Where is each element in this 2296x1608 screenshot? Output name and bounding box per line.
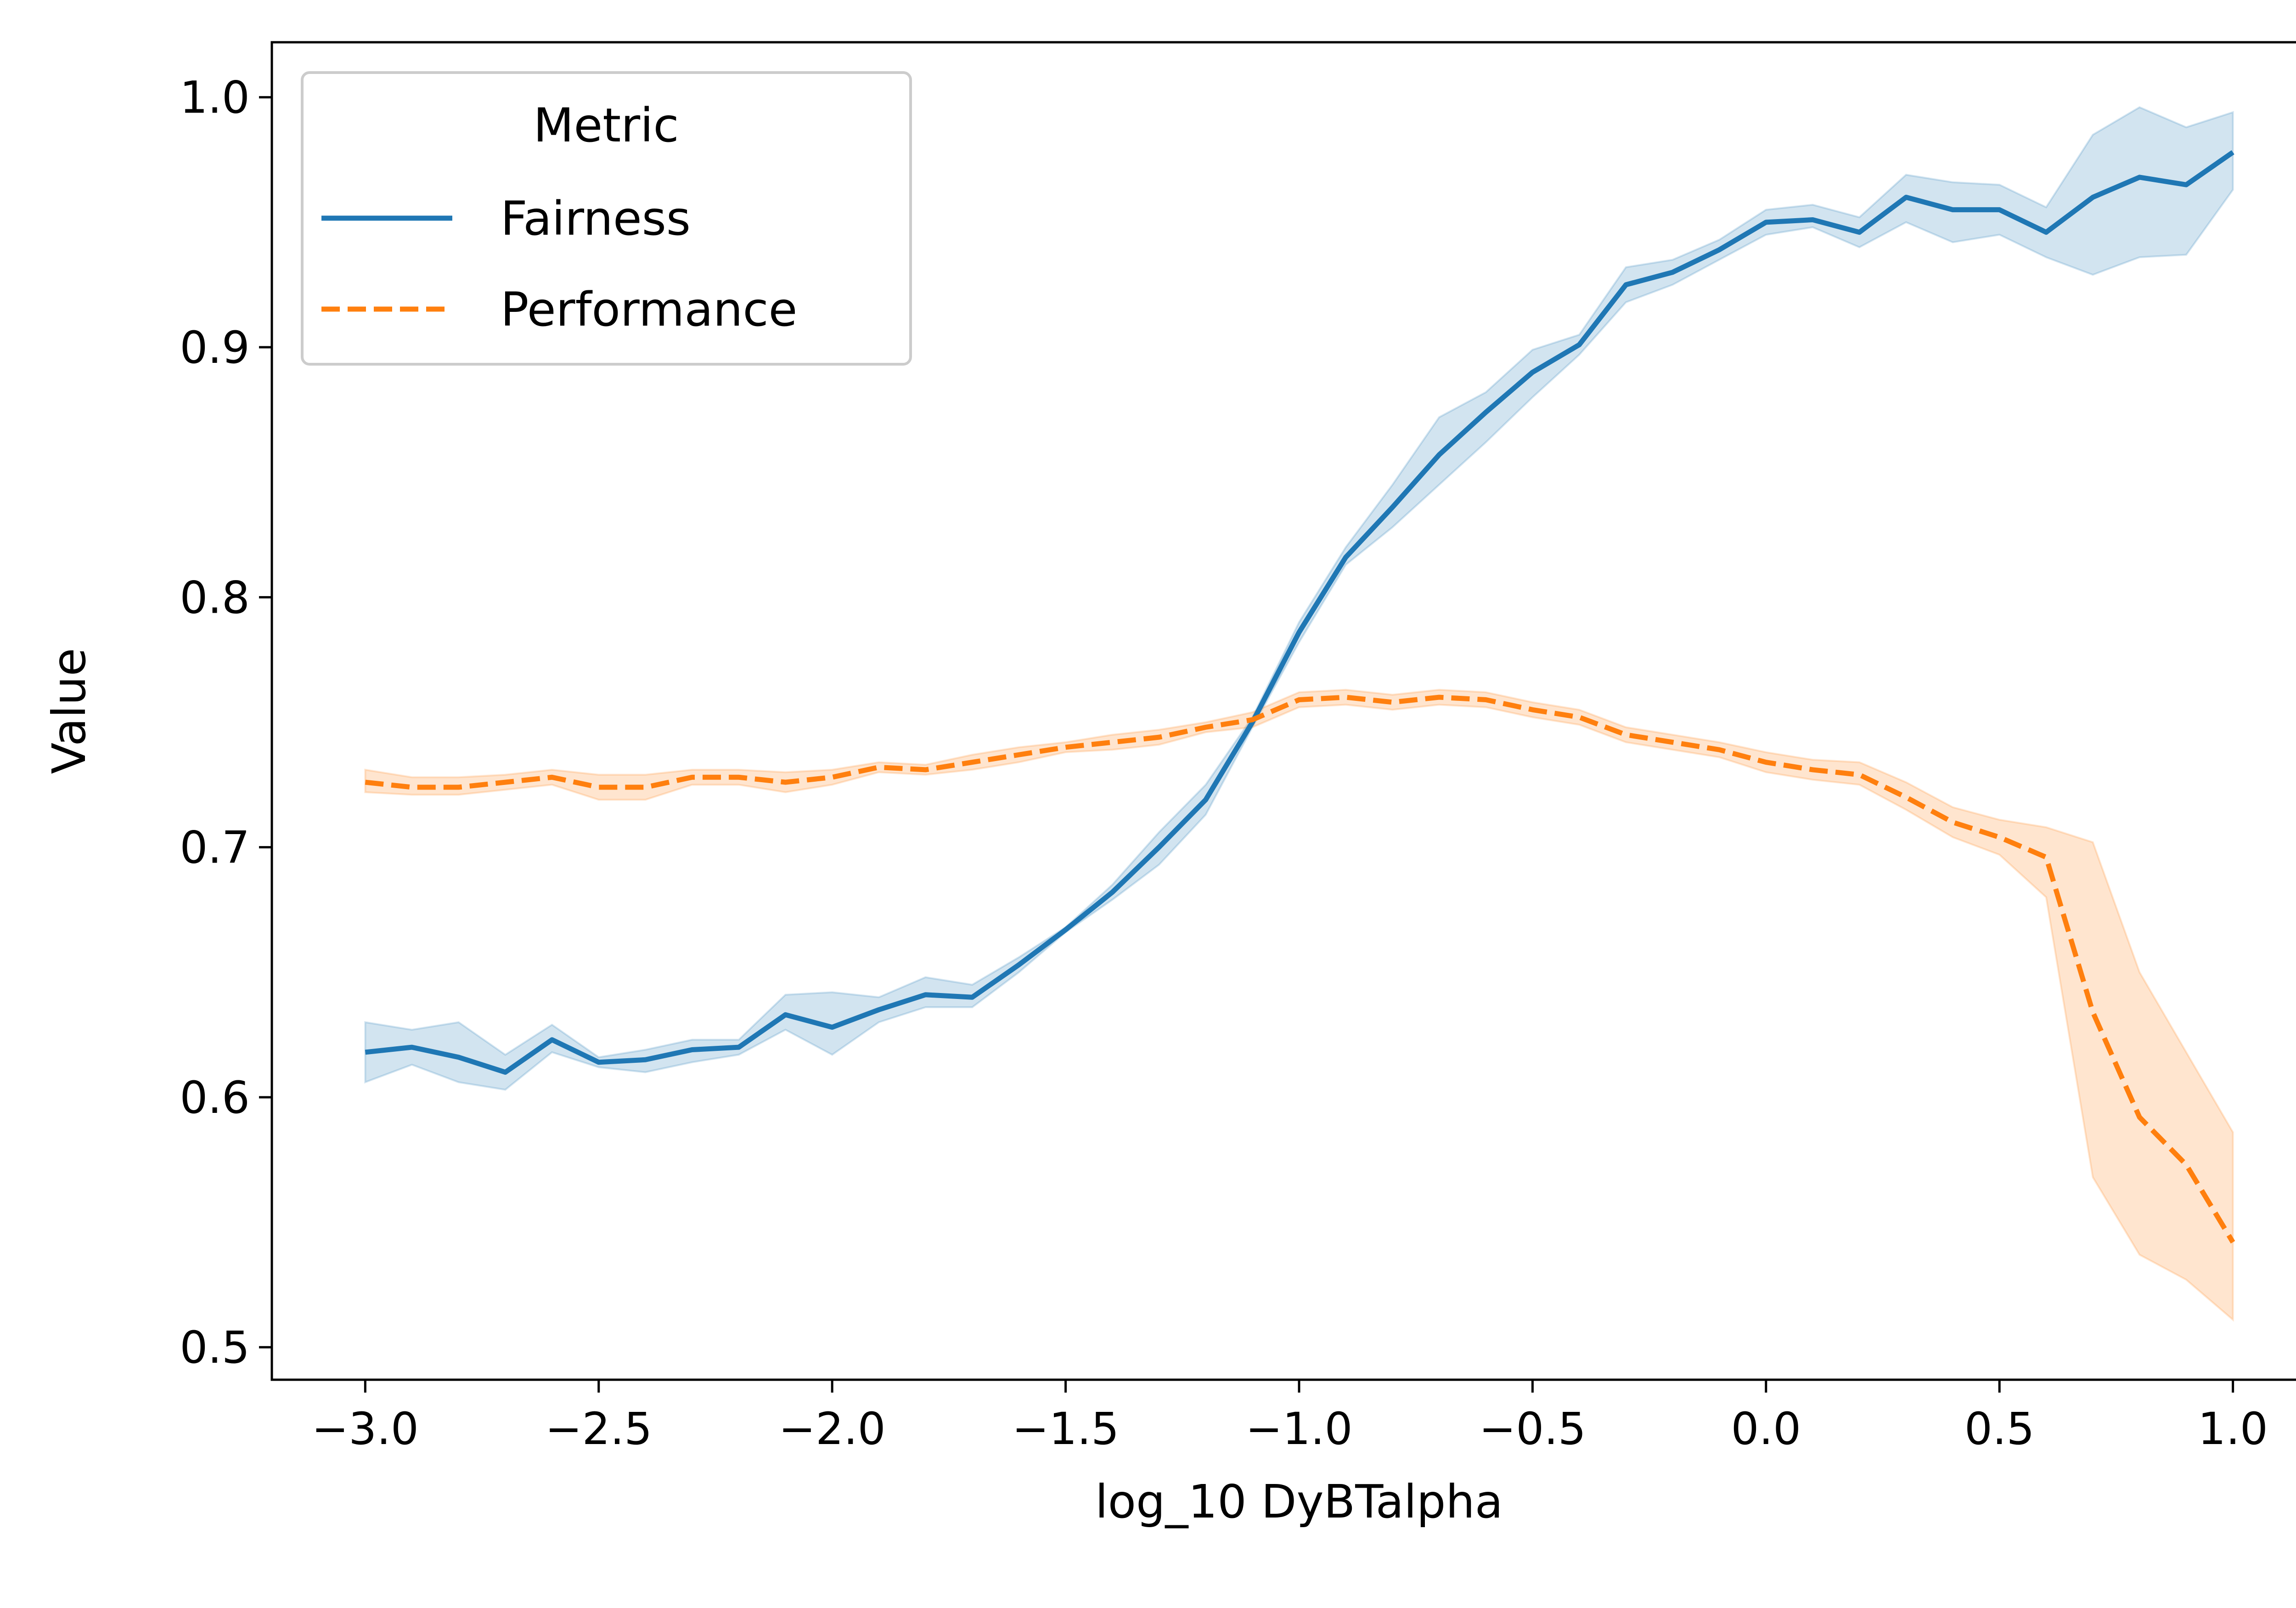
y-tick-label: 0.5 — [180, 1322, 250, 1373]
x-tick-label: −2.0 — [779, 1403, 886, 1455]
x-tick-label: 1.0 — [2198, 1403, 2268, 1455]
x-tick-label: −0.5 — [1479, 1403, 1586, 1455]
y-tick-label: 0.6 — [180, 1072, 250, 1123]
x-tick-label: −1.0 — [1245, 1403, 1352, 1455]
x-tick-label: −1.5 — [1012, 1403, 1119, 1455]
y-axis-label: Value — [42, 648, 96, 774]
y-tick-label: 0.7 — [180, 822, 250, 874]
x-tick-label: −2.5 — [545, 1403, 652, 1455]
performance-series-line — [365, 694, 2235, 1244]
x-tick-label: 0.0 — [1731, 1403, 1801, 1455]
fairness-legend-label: Fairness — [501, 192, 691, 246]
plot-area — [364, 106, 2235, 1322]
y-tick-label: 0.8 — [180, 572, 250, 623]
legend: Metric Fairness Performance — [301, 71, 912, 366]
legend-items: Fairness Performance — [321, 192, 797, 337]
fairness-confidence-band — [364, 106, 2234, 1091]
x-tick-label: −3.0 — [312, 1403, 419, 1455]
y-tick-label: 1.0 — [180, 72, 250, 124]
fairness-series-line — [365, 150, 2234, 1075]
x-axis: −3.0 −2.5 −2.0 −1.5 −1.0 −0.5 0.0 0.5 1.0 — [312, 1380, 2268, 1455]
x-axis-label: log_10 DyBTalpha — [1095, 1475, 1503, 1529]
performance-legend-label: Performance — [501, 282, 797, 337]
performance-confidence-band — [364, 688, 2234, 1322]
y-tick-label: 0.9 — [180, 322, 250, 373]
y-axis: 0.5 0.6 0.7 0.8 0.9 1.0 — [180, 72, 272, 1373]
legend-title: Metric — [533, 98, 679, 153]
x-tick-label: 0.5 — [1964, 1403, 2035, 1455]
legend-box — [301, 71, 912, 366]
